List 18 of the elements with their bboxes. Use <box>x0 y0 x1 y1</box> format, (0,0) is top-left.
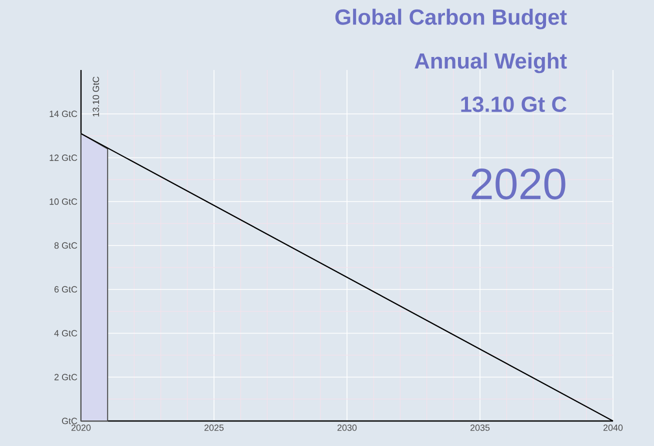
x-tick-label: 2025 <box>204 424 224 431</box>
x-tick-label: 2030 <box>337 424 357 431</box>
y-tick-label: 12 GtC <box>50 154 78 161</box>
annotation: 2020 <box>472 168 566 200</box>
x-tick-label: 2040 <box>603 424 623 431</box>
x-tick-label: 2035 <box>470 424 490 431</box>
y-tick-label: 10 GtC <box>50 198 78 205</box>
y-tick-label: 8 GtC <box>54 242 78 249</box>
y-tick-label: 4 GtC <box>54 330 78 336</box>
chart-title: Global Carbon Budget <box>335 8 567 30</box>
y-tick-label: 14 GtC <box>50 110 78 118</box>
y-tick-label: 6 GtC <box>54 286 78 293</box>
y-tick-label: GtC <box>62 418 78 424</box>
annotation: 13.10 Gt C <box>461 96 566 112</box>
y-tick-label: 2 GtC <box>54 374 78 380</box>
x-tick-label: 2020 <box>71 424 91 431</box>
annotation: 13.10 GtC <box>92 76 100 116</box>
chart-subtitle: Annual Weight <box>414 52 567 74</box>
